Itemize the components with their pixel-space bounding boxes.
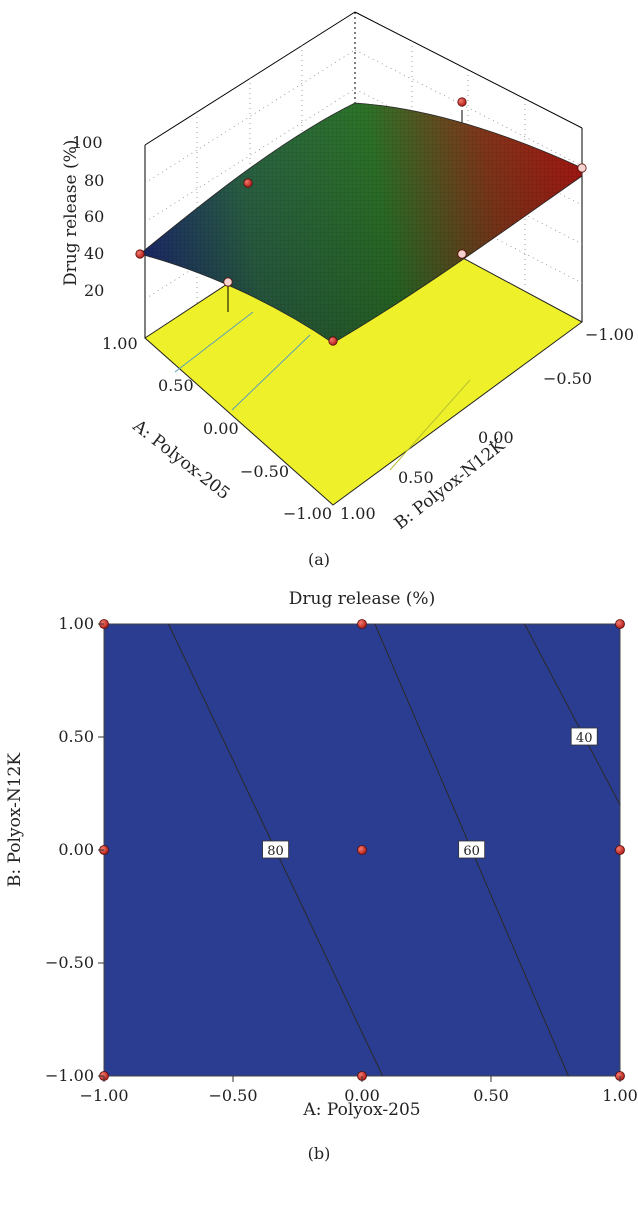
x-axis-title: A: Polyox-205 — [302, 1100, 420, 1120]
design-point — [615, 845, 625, 855]
b-tick-label: 0.00 — [478, 428, 514, 447]
design-point — [615, 619, 625, 629]
x-axis-ticks: −1.00 −0.50 0.00 0.50 1.00 — [79, 1076, 638, 1105]
x-tick-label: −0.50 — [208, 1086, 257, 1105]
a-tick-label: −0.50 — [240, 462, 289, 481]
z-tick-label: 20 — [84, 281, 104, 300]
contour-label-box — [458, 840, 486, 859]
contour-label: 40 — [576, 731, 593, 746]
x-tick-label: 0.50 — [473, 1086, 509, 1105]
b-axis-ticks: −1.00 −0.50 0.00 0.50 1.00 — [340, 325, 634, 523]
y-tick-label: 0.00 — [58, 840, 94, 859]
a-tick-label: −1.00 — [283, 504, 332, 523]
b-tick-label: −1.00 — [585, 325, 634, 344]
design-point — [243, 178, 253, 188]
y-axis-ticks: 1.00 0.50 0.00 −0.50 −1.00 — [45, 614, 104, 1085]
z-axis-ticks: 100 80 60 40 20 — [72, 133, 104, 300]
y-tick-label: 1.00 — [58, 614, 94, 633]
contour-plot-area: 80 60 40 −1.00 −0.50 0.00 0.50 1.00 1.00 0.50 0.… — [45, 614, 638, 1105]
contour-title: Drug release (%) — [289, 589, 435, 609]
contour-label-box — [570, 727, 598, 746]
design-point — [457, 249, 467, 259]
design-point — [357, 845, 367, 855]
design-point — [577, 163, 587, 173]
contour-line — [524, 623, 621, 806]
z-tick-label: 60 — [84, 207, 104, 226]
b-tick-label: 0.50 — [398, 468, 434, 487]
caption-b: (b) — [308, 1144, 331, 1163]
b-tick-label: −0.50 — [543, 369, 592, 388]
surface-shade-overlay — [140, 103, 582, 343]
a-axis-ticks: 1.00 0.50 0.00 −0.50 −1.00 — [102, 334, 332, 523]
x-tick-label: 0.00 — [344, 1086, 380, 1105]
design-point — [328, 336, 338, 346]
z-tick-label: 80 — [84, 171, 104, 190]
a-tick-label: 0.50 — [158, 376, 194, 395]
design-point — [135, 249, 145, 259]
design-point — [223, 277, 233, 287]
x-tick-label: −1.00 — [79, 1086, 128, 1105]
a-tick-label: 0.00 — [203, 419, 239, 438]
design-point — [457, 97, 467, 107]
y-tick-label: −1.00 — [45, 1066, 94, 1085]
contour-labels: 80 60 40 — [262, 727, 598, 859]
contour-label-box — [262, 840, 289, 859]
contour-label: 80 — [267, 844, 284, 859]
contour-label: 60 — [463, 844, 480, 859]
b-tick-label: 1.00 — [340, 504, 376, 523]
z-tick-label: 40 — [84, 244, 104, 263]
caption-a: (a) — [308, 550, 330, 569]
z-tick-label: 100 — [72, 133, 103, 152]
y-axis-title: B: Polyox-N12K — [5, 753, 25, 887]
a-tick-label: 1.00 — [102, 334, 138, 353]
panel-b: Drug release (%) 80 60 40 −1.00 −0.50 0.00 0.… — [5, 589, 638, 1163]
z-axis-title: Drug release (%) — [61, 140, 81, 286]
design-point — [357, 619, 367, 629]
panel-a: 1.00 0.50 0.00 −0.50 −1.00 −1.00 −0.50 0… — [61, 11, 634, 569]
design-points-3d — [135, 97, 587, 346]
base-contours — [174, 311, 471, 471]
x-tick-label: 1.00 — [602, 1086, 638, 1105]
y-tick-label: 0.50 — [58, 727, 94, 746]
y-tick-label: −0.50 — [45, 953, 94, 972]
